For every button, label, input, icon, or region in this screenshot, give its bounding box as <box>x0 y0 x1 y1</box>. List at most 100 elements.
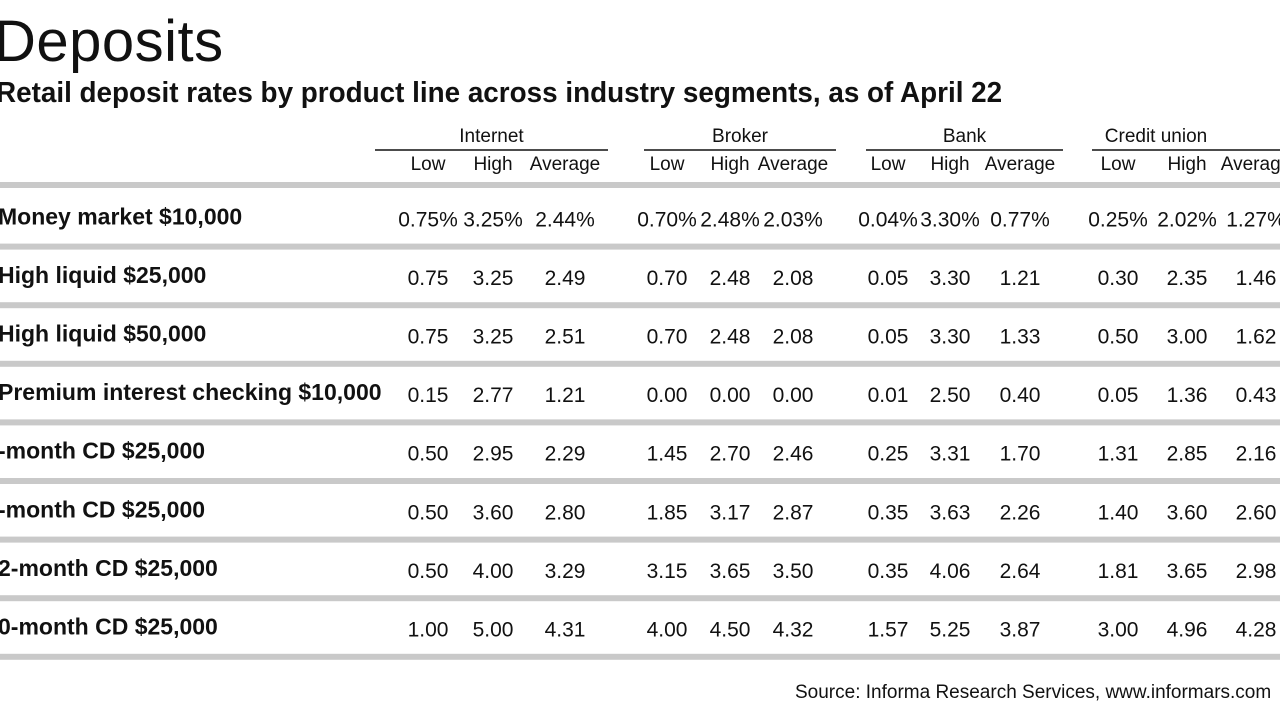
cell-value: 2.80 <box>545 501 586 524</box>
cell-value: 3.00 <box>1098 619 1139 642</box>
cell-value: 2.26 <box>1000 501 1041 524</box>
subcolumn-header: Low <box>1101 154 1136 175</box>
subcolumn-header: High <box>473 154 512 175</box>
subcolumn-header: Average <box>758 154 828 175</box>
cell-value: 2.98 <box>1236 560 1277 583</box>
cell-value: 0.05 <box>868 267 909 290</box>
cell-value: 2.44% <box>535 208 595 231</box>
cell-value: 0.50 <box>1098 326 1139 349</box>
cell-value: 0.50 <box>408 501 449 524</box>
cell-value: 2.50 <box>930 384 971 407</box>
cell-value: 0.25 <box>868 443 909 466</box>
cell-value: 2.85 <box>1167 443 1208 466</box>
cell-value: 3.25% <box>463 208 523 231</box>
cell-value: 2.49 <box>545 267 586 290</box>
cell-value: 2.29 <box>545 443 586 466</box>
cell-value: 4.06 <box>930 560 971 583</box>
cell-value: 2.08 <box>773 267 814 290</box>
cell-value: 5.00 <box>473 619 514 642</box>
cell-value: 0.75% <box>398 208 458 231</box>
cell-value: 0.00 <box>710 384 751 407</box>
subcolumn-header: High <box>710 154 749 175</box>
subcolumn-header: Low <box>650 154 685 175</box>
cell-value: 2.51 <box>545 326 586 349</box>
segment-header: Credit union <box>1105 126 1207 147</box>
cell-value: 1.36 <box>1167 384 1208 407</box>
cell-value: 0.15 <box>408 384 449 407</box>
cell-value: 1.21 <box>545 384 586 407</box>
cell-value: 0.35 <box>868 501 909 524</box>
row-separator <box>0 302 1280 309</box>
cell-value: 3.29 <box>545 560 586 583</box>
segment-header: Broker <box>712 126 769 147</box>
cell-value: 0.01 <box>868 384 909 407</box>
cell-value: 4.96 <box>1167 619 1208 642</box>
cell-value: 3.15 <box>647 560 688 583</box>
cell-value: 3.17 <box>710 501 751 524</box>
cell-value: 0.35 <box>868 560 909 583</box>
subcolumn-header: Average <box>1221 154 1280 175</box>
row-separator <box>0 536 1280 543</box>
cell-value: 2.87 <box>773 501 814 524</box>
cell-value: 4.00 <box>473 560 514 583</box>
cell-value: 0.43 <box>1236 384 1277 407</box>
cell-value: 2.64 <box>1000 560 1041 583</box>
cell-value: 1.45 <box>647 443 688 466</box>
row-separator <box>0 595 1280 602</box>
cell-value: 4.00 <box>647 619 688 642</box>
cell-value: 3.30 <box>930 326 971 349</box>
cell-value: 0.04% <box>858 208 918 231</box>
cell-value: 3.60 <box>473 501 514 524</box>
cell-value: 3.60 <box>1167 501 1208 524</box>
cell-value: 1.33 <box>1000 326 1041 349</box>
cell-value: 1.46 <box>1236 267 1277 290</box>
subcolumn-header: Average <box>530 154 600 175</box>
cell-value: 2.46 <box>773 443 814 466</box>
row-label: 2-month CD $25,000 <box>0 555 218 581</box>
subcolumn-header: Average <box>985 154 1055 175</box>
cell-value: 2.70 <box>710 443 751 466</box>
cell-value: 2.16 <box>1236 443 1277 466</box>
cell-value: 0.70 <box>647 326 688 349</box>
row-label: -month CD $25,000 <box>0 496 205 522</box>
row-separator <box>0 419 1280 426</box>
row-separator <box>0 360 1280 367</box>
cell-value: 0.30 <box>1098 267 1139 290</box>
cell-value: 3.30 <box>930 267 971 290</box>
cell-value: 2.77 <box>473 384 514 407</box>
header-rule <box>0 182 1280 188</box>
row-label: 0-month CD $25,000 <box>0 614 218 640</box>
cell-value: 2.60 <box>1236 501 1277 524</box>
segment-header: Internet <box>459 126 524 147</box>
cell-value: 2.08 <box>773 326 814 349</box>
cell-value: 0.77% <box>990 208 1050 231</box>
cell-value: 0.05 <box>868 326 909 349</box>
cell-value: 2.48 <box>710 267 751 290</box>
cell-value: 0.40 <box>1000 384 1041 407</box>
row-label: -month CD $25,000 <box>0 438 205 464</box>
cell-value: 0.05 <box>1098 384 1139 407</box>
cell-value: 3.25 <box>473 326 514 349</box>
cell-value: 1.70 <box>1000 443 1041 466</box>
cell-value: 0.75 <box>408 267 449 290</box>
cell-value: 0.25% <box>1088 208 1148 231</box>
cell-value: 4.32 <box>773 619 814 642</box>
cell-value: 1.85 <box>647 501 688 524</box>
cell-value: 0.75 <box>408 326 449 349</box>
cell-value: 3.87 <box>1000 619 1041 642</box>
cell-value: 5.25 <box>930 619 971 642</box>
cell-value: 4.31 <box>545 619 586 642</box>
cell-value: 1.81 <box>1098 560 1139 583</box>
cell-value: 3.65 <box>1167 560 1208 583</box>
row-separator <box>0 243 1280 250</box>
row-label: High liquid $50,000 <box>0 321 206 347</box>
cell-value: 2.95 <box>473 443 514 466</box>
row-separator <box>0 653 1280 660</box>
subcolumn-header: Low <box>871 154 906 175</box>
cell-value: 1.21 <box>1000 267 1041 290</box>
row-label: Premium interest checking $10,000 <box>0 379 382 405</box>
subcolumn-header: Low <box>411 154 446 175</box>
row-label: High liquid $25,000 <box>0 262 206 288</box>
